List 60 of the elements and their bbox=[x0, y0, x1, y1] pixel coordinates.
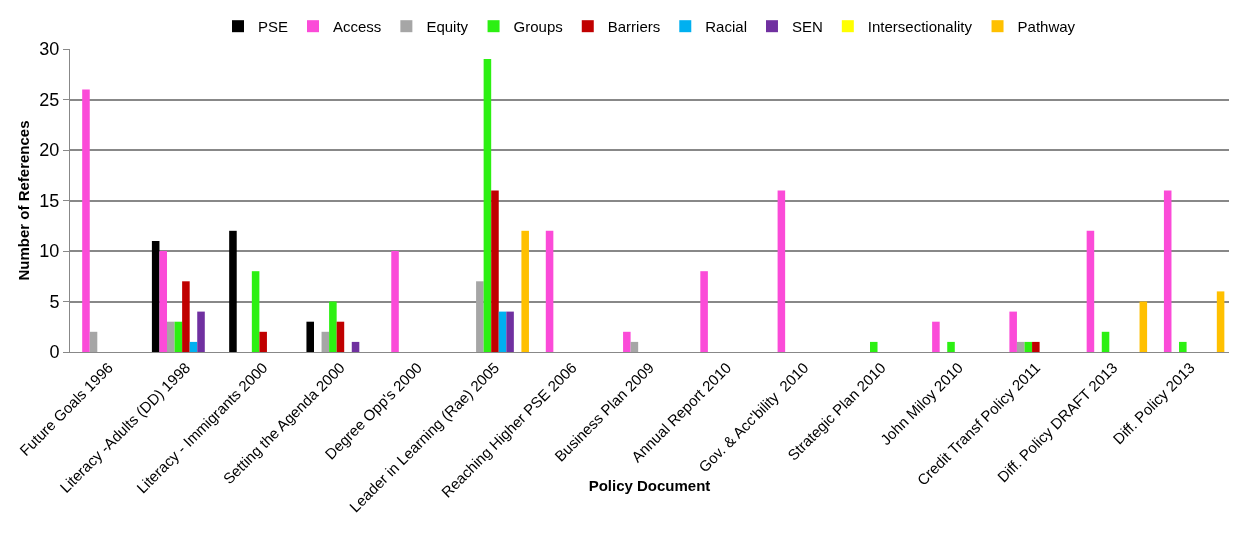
legend-label: Access bbox=[333, 18, 382, 36]
y-axis-title: Number of References bbox=[14, 120, 32, 281]
y-tick-label: 25 bbox=[39, 89, 60, 110]
bar bbox=[329, 301, 337, 352]
legend-label: SEN bbox=[791, 18, 823, 36]
bar bbox=[259, 331, 267, 352]
bar bbox=[700, 271, 708, 352]
y-tick-label: 30 bbox=[39, 39, 60, 60]
bar bbox=[491, 190, 499, 352]
bar bbox=[1179, 341, 1187, 352]
bar bbox=[545, 230, 554, 352]
y-tick-label: 20 bbox=[39, 140, 60, 161]
bar bbox=[182, 281, 190, 352]
bar bbox=[1009, 311, 1017, 352]
bar bbox=[1086, 230, 1095, 352]
bar bbox=[506, 311, 514, 352]
legend-label: Intersectionality bbox=[867, 18, 973, 36]
bar bbox=[777, 190, 786, 352]
bar bbox=[321, 331, 330, 352]
bar bbox=[521, 230, 529, 352]
y-tick-label: 5 bbox=[49, 291, 60, 312]
bar bbox=[483, 59, 492, 352]
bar bbox=[391, 251, 399, 352]
bar bbox=[1216, 291, 1225, 352]
legend-label: PSE bbox=[258, 18, 289, 36]
bar bbox=[1101, 331, 1110, 352]
bar bbox=[89, 331, 98, 352]
bar bbox=[476, 281, 484, 352]
bar bbox=[251, 271, 260, 352]
bar bbox=[1163, 190, 1172, 352]
legend-label: Equity bbox=[426, 18, 469, 36]
y-tick-label: 10 bbox=[39, 241, 60, 262]
x-axis-title: Policy Document bbox=[588, 477, 711, 495]
bar bbox=[1139, 301, 1148, 352]
bar bbox=[159, 251, 168, 352]
bar bbox=[197, 311, 205, 352]
bar bbox=[151, 240, 160, 352]
bar bbox=[947, 341, 955, 352]
bar bbox=[1016, 341, 1025, 352]
y-tick-label: 0 bbox=[49, 342, 60, 363]
y-tick-label: 15 bbox=[39, 190, 60, 211]
bar bbox=[1032, 341, 1040, 352]
legend-label: Groups bbox=[513, 18, 563, 36]
bar bbox=[498, 311, 507, 352]
legend-label: Barriers bbox=[607, 18, 661, 36]
bar bbox=[306, 321, 314, 352]
bar bbox=[623, 331, 631, 352]
bar bbox=[336, 321, 345, 352]
bar bbox=[82, 89, 90, 352]
legend-label: Racial bbox=[705, 18, 747, 36]
bar bbox=[932, 321, 940, 352]
bar bbox=[189, 341, 198, 352]
bar bbox=[351, 341, 360, 352]
bar bbox=[869, 341, 878, 352]
bar bbox=[229, 230, 237, 352]
bar bbox=[630, 341, 639, 352]
legend-label: Pathway bbox=[1017, 18, 1076, 36]
bar bbox=[1024, 341, 1033, 352]
bar bbox=[174, 321, 183, 352]
bar bbox=[167, 321, 175, 352]
